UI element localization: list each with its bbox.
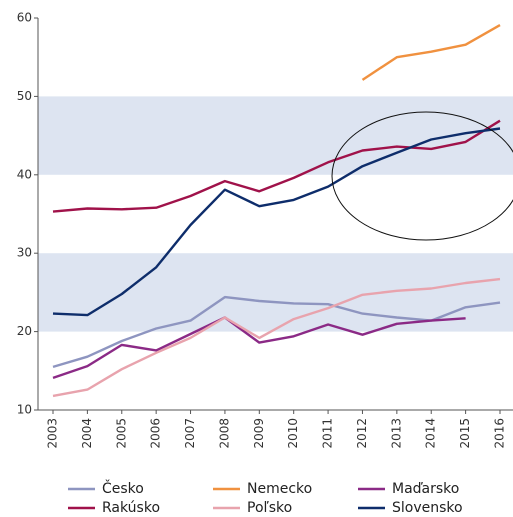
legend-label: Slovensko	[392, 500, 463, 516]
x-tick-label: 2015	[458, 418, 472, 449]
x-tick-label: 2016	[493, 418, 507, 449]
x-tick-label: 2003	[46, 418, 60, 449]
series-line	[52, 127, 501, 317]
x-tick-label: 2008	[217, 418, 231, 449]
bands	[38, 96, 513, 332]
x-tick-label: 2004	[80, 418, 94, 449]
legend-label: Česko	[102, 479, 144, 497]
x-tick-label: 2010	[286, 418, 300, 449]
y-tick-label: 50	[17, 89, 32, 103]
x-tick-label: 2007	[183, 418, 197, 449]
x-tick-label: 2009	[252, 418, 266, 449]
y-tick-label: 40	[17, 167, 32, 181]
series-line	[52, 316, 466, 380]
legend-label: Maďarsko	[392, 481, 459, 497]
x-tick-label: 2013	[389, 418, 403, 449]
series-line	[52, 277, 501, 398]
legend-label: Poľsko	[247, 500, 292, 516]
legend-label: Rakúsko	[102, 500, 160, 516]
x-tick-label: 2014	[424, 418, 438, 449]
y-tick-label: 20	[17, 324, 32, 338]
y-tick-label: 30	[17, 246, 32, 260]
plot	[52, 24, 501, 398]
annotation-ellipse	[331, 111, 513, 241]
band	[38, 96, 513, 175]
x-tick-label: 2006	[149, 418, 163, 449]
y-tick-label: 60	[17, 11, 32, 25]
legend-label: Nemecko	[247, 481, 312, 497]
y-tick-label: 10	[17, 403, 32, 417]
x-tick-label: 2011	[321, 418, 335, 449]
x-tick-label: 2005	[114, 418, 128, 449]
series-line	[52, 119, 501, 213]
x-tick-label: 2012	[355, 418, 369, 449]
series-line	[361, 24, 501, 81]
